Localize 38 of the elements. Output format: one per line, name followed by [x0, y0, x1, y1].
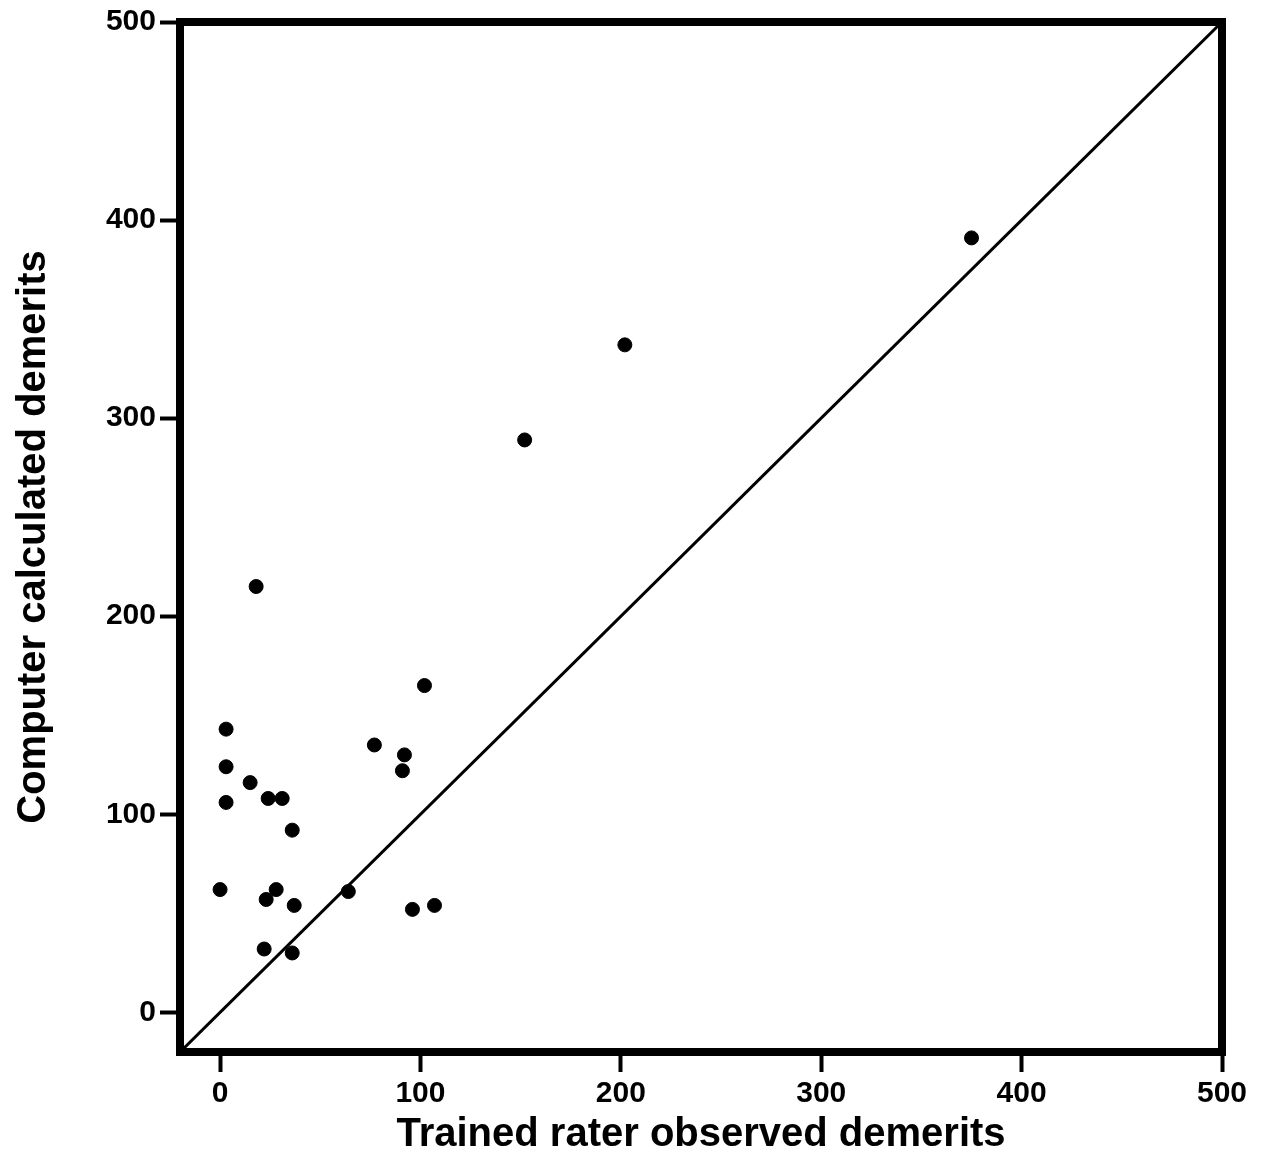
- x-tick-label: 400: [996, 1075, 1047, 1109]
- point: [218, 794, 234, 810]
- point: [340, 884, 356, 900]
- x-tick-label: 0: [211, 1075, 229, 1109]
- x-tick-label: 500: [1196, 1075, 1248, 1109]
- y-tick-label: 200: [105, 597, 156, 631]
- point: [404, 901, 420, 917]
- point: [268, 882, 284, 898]
- point: [426, 897, 442, 913]
- point: [284, 945, 300, 961]
- point: [286, 897, 302, 913]
- x-tick-label: 200: [595, 1075, 646, 1109]
- point: [218, 721, 234, 737]
- point: [617, 337, 633, 353]
- y-axis-title: Computer calculated demerits: [9, 250, 54, 824]
- y-tick-label: 0: [139, 993, 156, 1027]
- point: [258, 891, 274, 907]
- point: [218, 759, 234, 775]
- point: [366, 737, 382, 753]
- y-tick-label: 100: [105, 795, 156, 829]
- point: [394, 763, 410, 779]
- x-tick-label: 300: [796, 1075, 847, 1109]
- point: [416, 678, 432, 694]
- y-tick-label: 500: [105, 3, 156, 37]
- x-axis-title: Trained rater observed demerits: [396, 1110, 1006, 1155]
- point: [256, 941, 272, 957]
- point: [964, 230, 980, 246]
- point: [517, 432, 533, 448]
- point: [242, 775, 258, 791]
- x-tick-label: 100: [395, 1075, 446, 1109]
- point: [396, 747, 412, 763]
- y-tick-label: 400: [105, 201, 156, 235]
- point: [248, 579, 264, 595]
- point: [284, 822, 300, 838]
- y-tick-label: 300: [105, 399, 156, 433]
- point: [274, 790, 290, 806]
- point: [212, 882, 228, 898]
- point: [260, 790, 276, 806]
